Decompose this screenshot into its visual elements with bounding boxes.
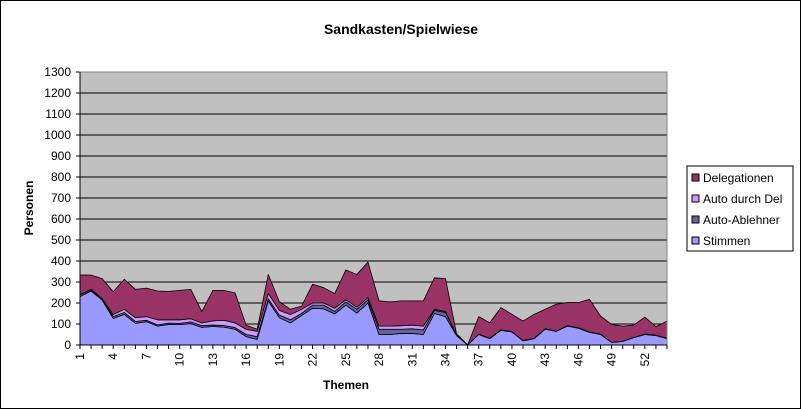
x-tick-label: 31 [405, 353, 419, 367]
legend-swatch [691, 173, 700, 182]
y-tick-label: 1200 [44, 86, 71, 100]
legend: Delegationen Auto durch Del Auto-Ablehner S… [686, 165, 794, 252]
legend-box [686, 165, 794, 252]
y-tick-label: 800 [51, 170, 71, 184]
x-tick-label: 46 [571, 353, 585, 367]
x-tick-label: 40 [505, 353, 519, 367]
y-tick-label: 300 [51, 275, 71, 289]
legend-label: Auto-Ablehner [703, 213, 780, 227]
legend-label: Delegationen [703, 171, 774, 185]
legend-swatch [691, 215, 700, 224]
y-tick-label: 600 [51, 212, 71, 226]
y-tick-label: 400 [51, 254, 71, 268]
x-tick-label: 10 [173, 353, 187, 367]
x-tick-label: 28 [372, 353, 386, 367]
chart-title: Sandkasten/Spielwiese [324, 21, 478, 37]
x-tick-label: 4 [106, 353, 120, 360]
legend-swatch [691, 194, 700, 203]
x-tick-label: 37 [472, 353, 486, 367]
y-tick-label: 1000 [44, 128, 71, 142]
x-tick-label: 49 [605, 353, 619, 367]
x-tick-label: 16 [239, 353, 253, 367]
y-tick-label: 100 [51, 317, 71, 331]
legend-label: Auto durch Del [703, 192, 782, 206]
y-tick-label: 1300 [44, 65, 71, 79]
x-tick-label: 43 [538, 353, 552, 367]
x-tick-label: 19 [272, 353, 286, 367]
y-tick-label: 700 [51, 191, 71, 205]
y-tick-label: 900 [51, 149, 71, 163]
y-axis-title: Personen [22, 181, 36, 236]
x-axis-title: Themen [323, 378, 369, 392]
x-tick-label: 13 [206, 353, 220, 367]
y-tick-labels: 0 100 200 300 400 500 600 700 800 900 1000 1100 1200… [44, 65, 71, 352]
x-tick-label: 25 [339, 353, 353, 367]
x-tick-labels: 1 4 7 10 13 16 19 22 25 28 31 34 37 40 43 46 49 52 [73, 353, 652, 367]
legend-swatch [691, 236, 700, 245]
x-tick-label: 7 [139, 353, 153, 360]
y-tick-label: 500 [51, 233, 71, 247]
x-tick-label: 22 [306, 353, 320, 367]
legend-label: Stimmen [703, 234, 750, 248]
y-tick-label: 0 [64, 338, 71, 352]
y-tick-label: 1100 [45, 107, 71, 121]
x-tick-label: 52 [638, 353, 652, 367]
x-tick-label: 34 [438, 353, 452, 367]
axes [76, 71, 668, 349]
x-tick-label: 1 [73, 353, 87, 360]
y-tick-label: 200 [51, 296, 71, 310]
